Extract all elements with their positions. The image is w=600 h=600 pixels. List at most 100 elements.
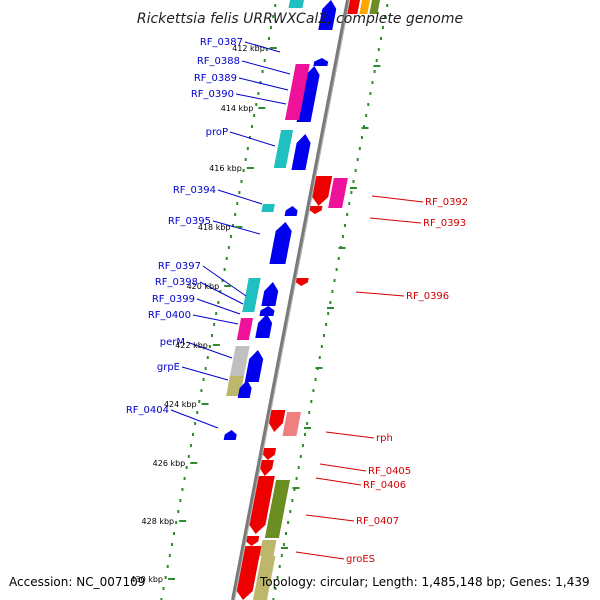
gene-label-proP: proP: [206, 127, 228, 138]
left-ruler-dot: [170, 543, 173, 546]
gene-groEL: [236, 546, 262, 600]
kbp-tick: [201, 403, 209, 405]
leader-RF_0388: [241, 60, 291, 75]
right-ruler-dot: [280, 554, 283, 557]
leader-RF_0400: [192, 314, 239, 325]
genome-backbone: [231, 0, 350, 600]
right-ruler-dot: [327, 312, 330, 315]
left-ruler-dot: [173, 532, 176, 535]
right-ruler-dot: [297, 466, 300, 469]
left-ruler-dot: [204, 367, 207, 370]
right-ruler-dot: [285, 532, 288, 535]
right-ruler-dot: [272, 598, 275, 600]
leader-RF_0387: [244, 41, 281, 53]
kbp-tick: [258, 107, 266, 109]
genome-backbone-highlight: [234, 0, 350, 600]
kbp-tick: [326, 307, 334, 309]
left-ruler-dot: [192, 433, 195, 436]
gene-cyan-top: [288, 0, 304, 8]
left-ruler-dot: [162, 587, 165, 590]
kbp-label: 418 kbp: [198, 223, 231, 232]
right-ruler-dot: [282, 543, 285, 546]
right-ruler-dot: [365, 114, 368, 117]
gene-labels: RF_0387 RF_0388 RF_0389 RF_0390 proP RF_0394 R…: [126, 37, 468, 565]
gene-RF_0393: [328, 178, 348, 208]
right-ruler-dot: [346, 213, 349, 216]
left-ruler-dot: [200, 389, 203, 392]
gene-RF_0388-0390: [296, 66, 320, 122]
gene-RF_0400: [255, 314, 273, 338]
right-ruler-dot: [348, 202, 351, 205]
left-ruler-dot: [219, 290, 222, 293]
gene-RF_0399: [259, 306, 275, 316]
kbp-tick: [292, 487, 300, 489]
gene-label-rph: rph: [376, 433, 393, 444]
right-ruler-dot: [379, 37, 382, 40]
left-ruler-dot: [227, 246, 230, 249]
gene-label-RF_0392: RF_0392: [425, 197, 468, 208]
right-ruler-dot: [350, 191, 353, 194]
right-ruler-dot: [306, 422, 309, 425]
leader-RF_0399: [196, 298, 241, 315]
kbp-label: 426 kbp: [153, 459, 186, 468]
left-ruler-dot: [248, 136, 251, 139]
right-ruler-dot: [320, 345, 323, 348]
right-ruler-dot: [352, 180, 355, 183]
gene-RF_0406: [260, 460, 274, 476]
left-ruler-dot: [166, 565, 169, 568]
kbp-tick: [269, 47, 277, 49]
left-ruler-dot: [270, 26, 273, 29]
left-ruler-dot: [263, 59, 266, 62]
gene-features: [223, 0, 380, 600]
kbp-label: 420 kbp: [187, 282, 220, 291]
right-ruler-dot: [335, 268, 338, 271]
gene-groES-segment: [259, 540, 277, 556]
right-ruler-dot: [287, 521, 290, 524]
gene-top-orange: [359, 0, 370, 14]
kbp-tick: [212, 344, 220, 346]
left-ruler-dot: [160, 598, 163, 600]
gene-RF_0395: [269, 222, 292, 264]
right-ruler-dot: [358, 147, 361, 150]
kbp-label: 430 kbp: [130, 575, 163, 584]
gene-label-RF_0390: RF_0390: [191, 89, 234, 100]
topology-text: Topology: circular; Length: 1,485,148 bp…: [259, 575, 590, 589]
kbp-tick: [246, 167, 254, 169]
right-ruler-dot: [384, 15, 387, 18]
leader-RF_0396: [355, 291, 405, 297]
right-ruler-dot: [329, 301, 332, 304]
left-ruler-dot: [236, 202, 239, 205]
right-ruler-dot: [375, 59, 378, 62]
left-ruler-dot: [181, 488, 184, 491]
gene-label-RF_0387: RF_0387: [200, 37, 243, 48]
right-ruler-dot: [274, 587, 277, 590]
kbp-tick: [349, 187, 357, 189]
gene-perM: [244, 350, 264, 382]
right-ruler-dot: [354, 169, 357, 172]
left-ruler-dot: [240, 180, 243, 183]
right-ruler-dot: [363, 125, 366, 128]
right-ruler-dot: [314, 378, 317, 381]
gene-label-RF_0397: RF_0397: [158, 261, 201, 272]
left-ruler-dot: [272, 15, 275, 18]
right-ruler-dot: [310, 400, 313, 403]
gene-rph: [268, 410, 286, 432]
right-ruler-dot: [318, 356, 321, 359]
left-ruler-dot: [225, 257, 228, 260]
left-ruler-dot: [257, 92, 260, 95]
leader-groES: [295, 551, 345, 560]
kbp-ruler-labels: 412 kbp 414 kbp 416 kbp 418 kbp 420 kbp 422 k…: [130, 44, 381, 584]
gene-RF_0387: [313, 58, 329, 66]
left-ruler-dot: [177, 510, 180, 513]
left-ruler-dot: [217, 301, 220, 304]
gene-top-green: [369, 0, 380, 14]
right-ruler-dot: [322, 334, 325, 337]
left-ruler-dot: [267, 37, 270, 40]
right-ruler-dot: [333, 279, 336, 282]
right-ruler-dot: [371, 81, 374, 84]
gene-RF_0394: [284, 206, 298, 216]
leader-RF_0404: [170, 409, 219, 429]
left-ruler-dot: [179, 499, 182, 502]
gene-label-RF_0394: RF_0394: [173, 185, 216, 196]
